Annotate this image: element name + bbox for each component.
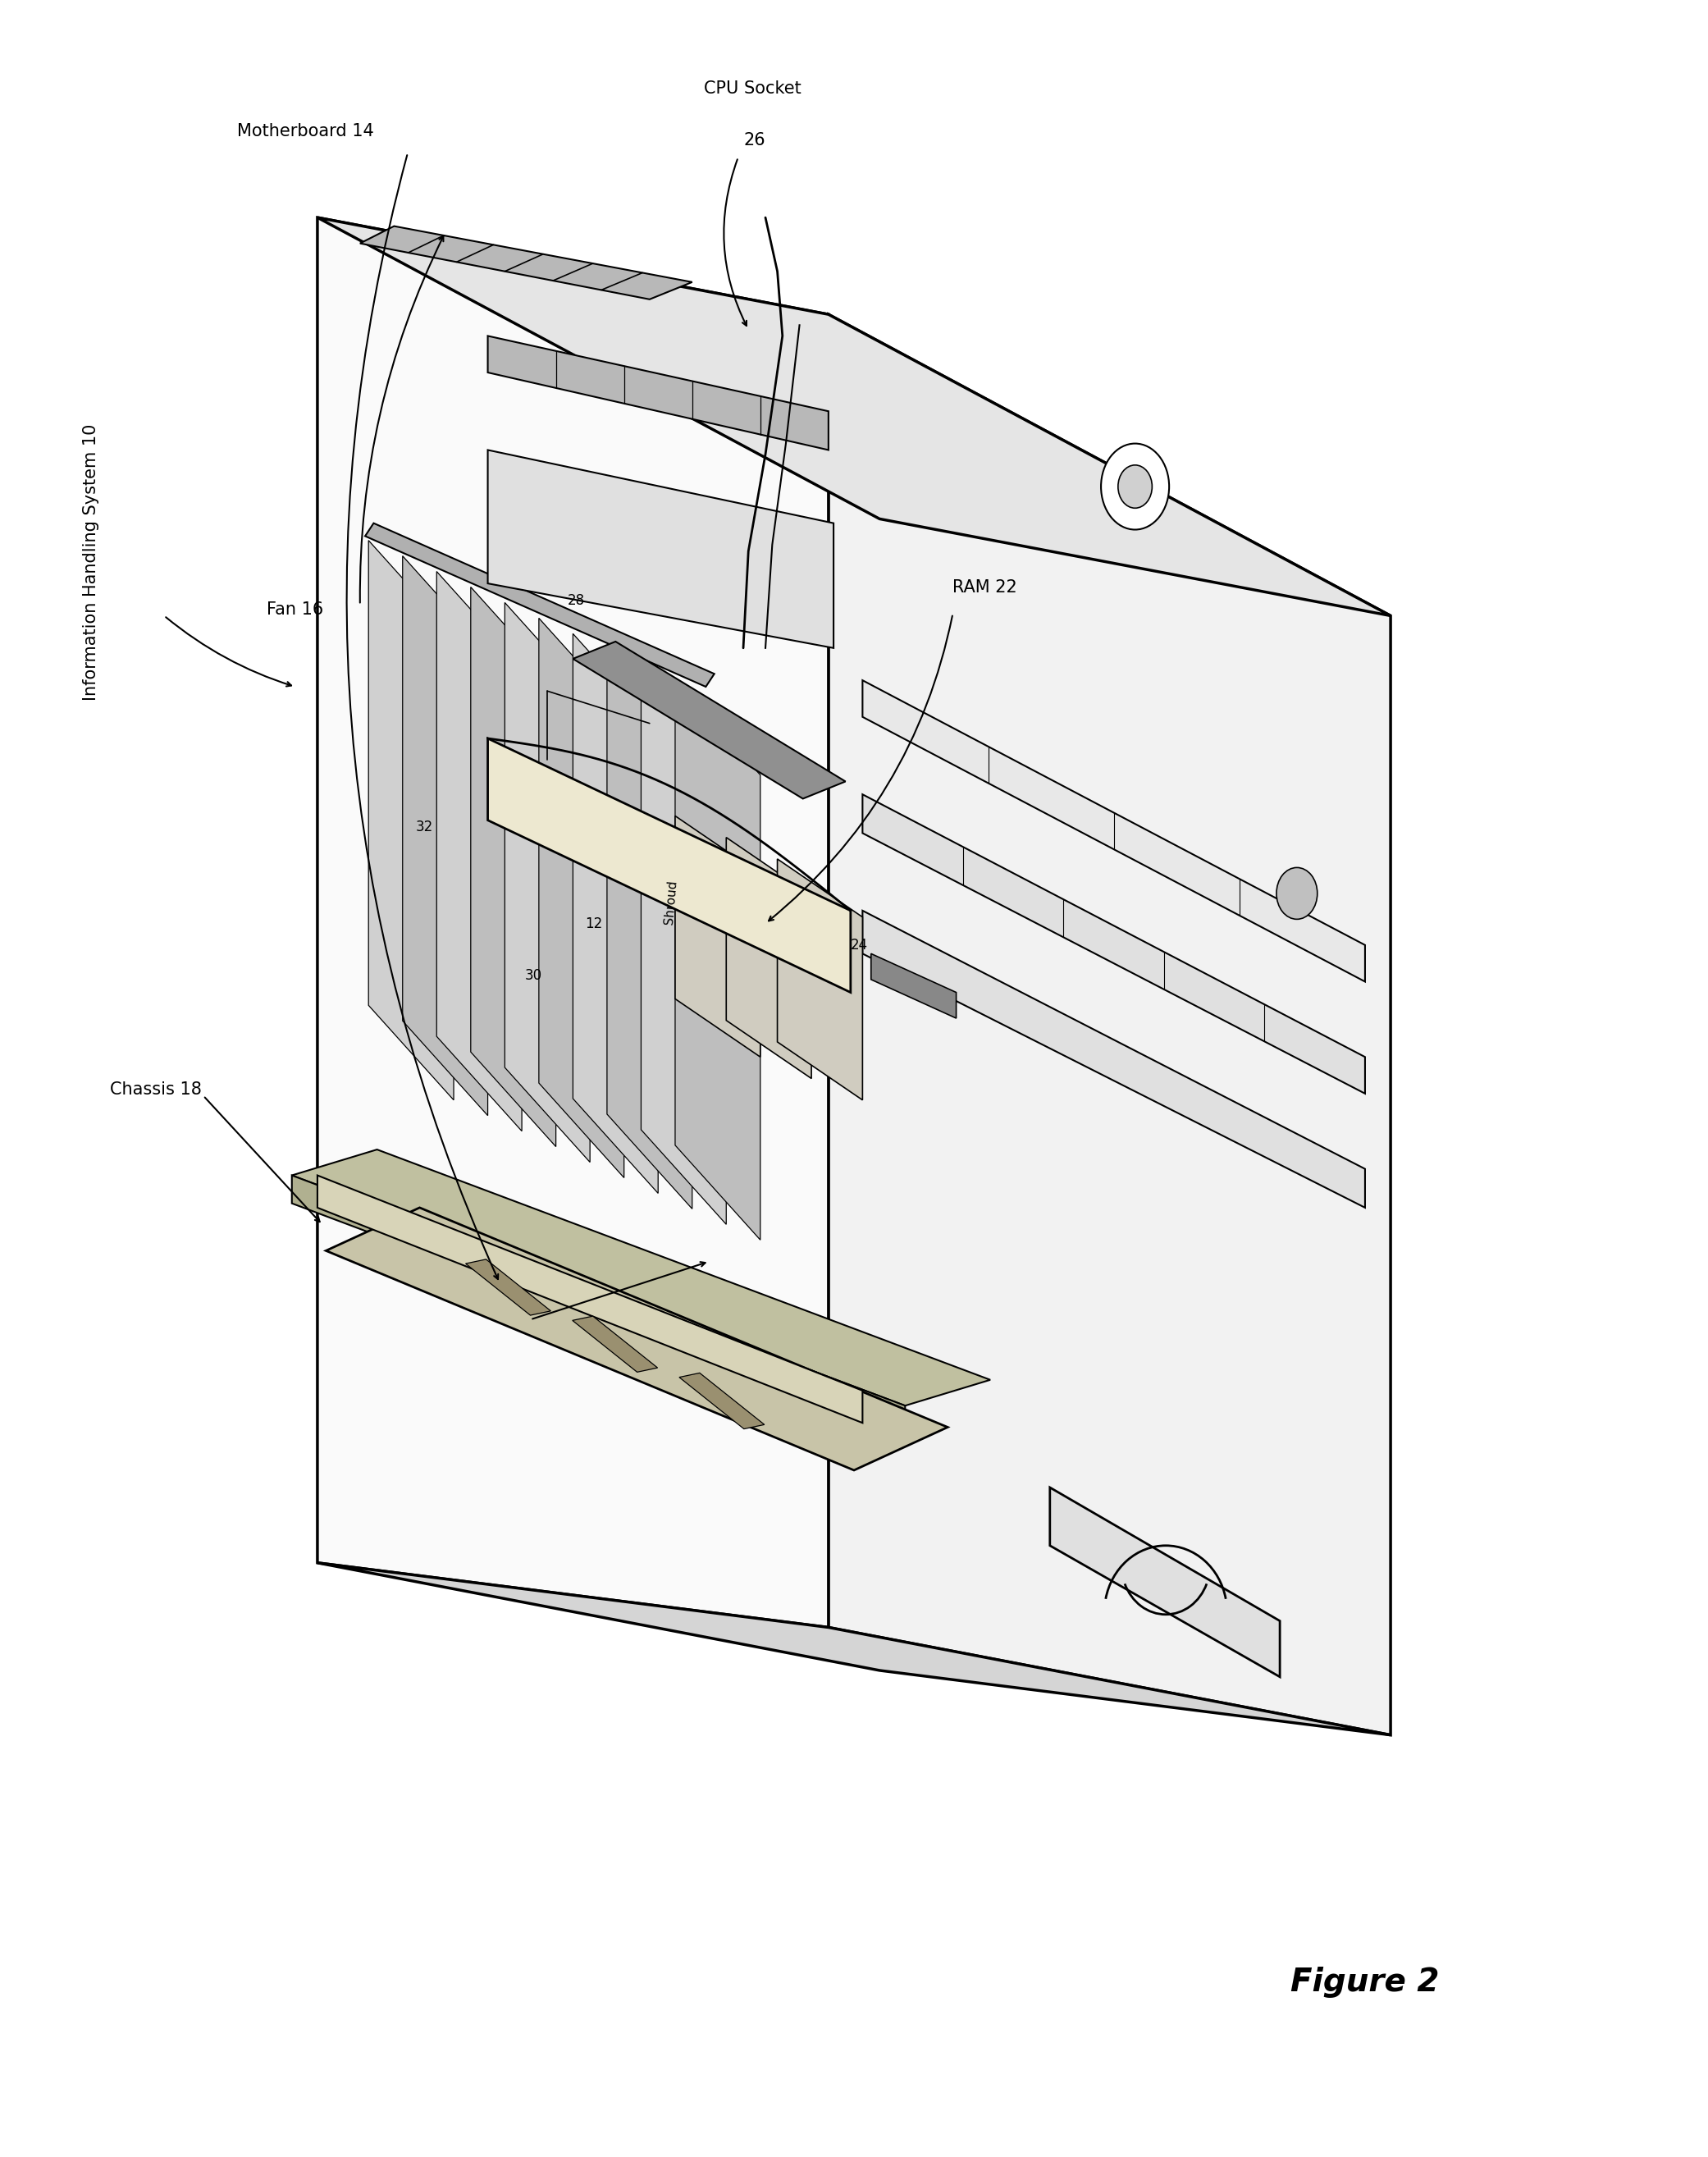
Circle shape <box>1102 444 1170 531</box>
Polygon shape <box>318 1176 863 1424</box>
Polygon shape <box>777 858 863 1100</box>
Polygon shape <box>726 837 811 1078</box>
Polygon shape <box>488 451 834 647</box>
Text: Fan 16: Fan 16 <box>266 602 323 617</box>
Text: CPU Socket: CPU Socket <box>704 80 801 97</box>
Polygon shape <box>369 541 454 1100</box>
Polygon shape <box>488 738 851 992</box>
Polygon shape <box>863 794 1365 1094</box>
Polygon shape <box>675 679 760 1240</box>
Text: 32: 32 <box>417 820 434 835</box>
Polygon shape <box>318 218 1390 615</box>
Polygon shape <box>572 641 845 798</box>
Text: 12: 12 <box>584 917 603 932</box>
Polygon shape <box>863 679 1365 981</box>
Text: Motherboard 14: Motherboard 14 <box>237 123 374 140</box>
Text: Chassis 18: Chassis 18 <box>109 1081 202 1098</box>
Polygon shape <box>471 587 555 1148</box>
Polygon shape <box>318 218 828 1626</box>
Polygon shape <box>366 524 714 686</box>
Text: Information Handling System 10: Information Handling System 10 <box>82 423 99 701</box>
Polygon shape <box>871 953 956 1018</box>
Polygon shape <box>675 815 760 1057</box>
Polygon shape <box>360 226 692 300</box>
Circle shape <box>1119 466 1153 509</box>
Text: RAM 22: RAM 22 <box>953 580 1018 595</box>
Polygon shape <box>466 1260 550 1316</box>
Polygon shape <box>292 1150 991 1406</box>
Polygon shape <box>572 1316 658 1372</box>
Polygon shape <box>572 634 658 1193</box>
Polygon shape <box>1050 1488 1279 1676</box>
Polygon shape <box>326 1208 948 1471</box>
Text: 28: 28 <box>567 593 586 608</box>
Polygon shape <box>828 315 1390 1734</box>
Text: Figure 2: Figure 2 <box>1291 1967 1440 1997</box>
Polygon shape <box>403 557 488 1115</box>
Polygon shape <box>606 649 692 1208</box>
Polygon shape <box>318 1564 1390 1734</box>
Polygon shape <box>538 619 623 1178</box>
Polygon shape <box>640 664 726 1225</box>
Text: 26: 26 <box>743 132 765 149</box>
Polygon shape <box>292 1176 905 1434</box>
Text: Shroud: Shroud <box>663 880 680 925</box>
Polygon shape <box>863 910 1365 1208</box>
Text: 30: 30 <box>524 968 543 984</box>
Text: 24: 24 <box>851 938 868 953</box>
Polygon shape <box>680 1374 765 1428</box>
Polygon shape <box>488 336 828 451</box>
Polygon shape <box>506 602 589 1163</box>
Polygon shape <box>437 572 523 1130</box>
Circle shape <box>1276 867 1317 919</box>
